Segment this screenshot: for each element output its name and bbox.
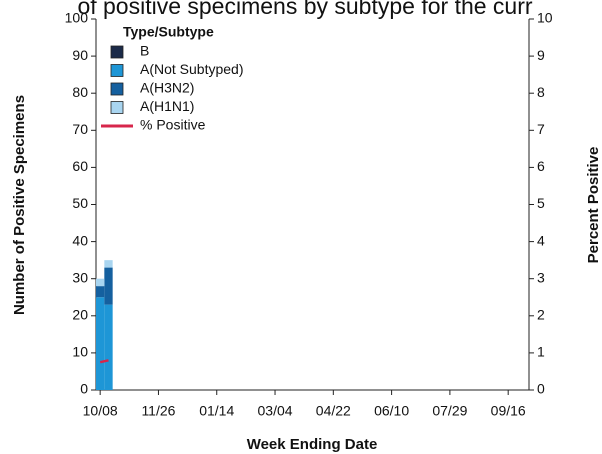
- y-tick-label: 30: [72, 269, 88, 285]
- y-tick-label: 0: [80, 381, 88, 397]
- bar-segment: [104, 304, 113, 390]
- x-tick-label: 03/04: [258, 403, 293, 419]
- x-tick-label: 01/14: [199, 403, 234, 419]
- chart-title: of positive specimens by subtype for the…: [77, 0, 532, 19]
- percent-line: [99, 359, 109, 364]
- x-tick-label: 09/16: [491, 403, 526, 419]
- y-tick-label: 10: [72, 344, 88, 360]
- legend-label: A(H3N2): [140, 80, 194, 96]
- x-tick-label: 10/08: [83, 403, 118, 419]
- legend-label: % Positive: [140, 117, 206, 133]
- legend-label: A(H1N1): [140, 98, 194, 114]
- y2-tick-label: 3: [537, 269, 545, 285]
- y-tick-label: 100: [65, 10, 89, 26]
- y2-tick-label: 7: [537, 121, 545, 137]
- y2-axis-title: Percent Positive: [585, 147, 602, 264]
- x-tick-label: 11/26: [141, 403, 175, 419]
- y2-tick-label: 5: [537, 195, 545, 211]
- bar-segment: [96, 286, 105, 298]
- y2-tick-label: 8: [537, 84, 545, 100]
- y-tick-label: 60: [72, 158, 88, 174]
- y2-tick-label: 9: [537, 47, 545, 63]
- y-tick-label: 90: [72, 47, 88, 63]
- y2-tick-label: 2: [537, 307, 545, 323]
- bar-segment: [96, 297, 105, 390]
- y-tick-label: 80: [72, 84, 88, 100]
- legend-label: A(Not Subtyped): [140, 61, 244, 77]
- y2-tick-label: 4: [537, 232, 545, 248]
- bar-segment: [96, 278, 105, 287]
- legend-swatch: [110, 101, 124, 114]
- y-tick-label: 20: [72, 307, 88, 323]
- bar-segment: [104, 267, 113, 305]
- y2-tick-label: 0: [537, 381, 545, 397]
- y2-tick-label: 6: [537, 158, 545, 174]
- legend-label: B: [140, 43, 149, 59]
- x-tick-label: 06/10: [374, 403, 409, 419]
- legend-swatch: [110, 45, 124, 59]
- legend-title: Type/Subtype: [123, 24, 214, 40]
- y2-tick-label: 1: [537, 344, 545, 360]
- x-tick-label: 07/29: [432, 403, 467, 419]
- x-tick-label: 04/22: [316, 403, 351, 419]
- legend-swatch: [110, 64, 124, 77]
- x-axis-title: Week Ending Date: [247, 436, 378, 453]
- legend-swatch: [110, 82, 124, 96]
- y2-tick-label: 10: [537, 10, 553, 26]
- y-tick-label: 50: [72, 195, 88, 211]
- y-tick-label: 40: [72, 232, 88, 248]
- bar-segment: [104, 260, 113, 268]
- y-tick-label: 70: [72, 121, 88, 137]
- y-axis-title: Number of Positive Specimens: [11, 95, 28, 315]
